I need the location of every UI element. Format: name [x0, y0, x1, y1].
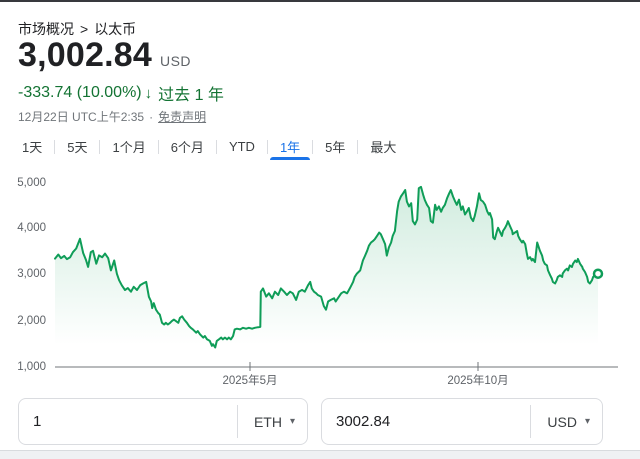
y-tick-3000: 3,000 — [17, 268, 46, 280]
y-tick-5000: 5,000 — [17, 177, 46, 189]
converter-to-box: USD ▾ — [321, 398, 603, 445]
from-unit-dropdown[interactable]: ETH ▾ — [238, 399, 307, 444]
tab-divider — [266, 139, 268, 154]
from-unit-label: ETH — [253, 413, 282, 430]
breadcrumb-market-overview[interactable]: 市场概况 — [18, 21, 74, 37]
breadcrumb: 市场概况 > 以太币 — [18, 19, 136, 39]
latest-price-dot — [592, 268, 604, 279]
dropdown-arrow-icon: ▾ — [584, 416, 590, 427]
tab-6个月[interactable]: 6个月 — [159, 133, 216, 160]
tab-divider — [54, 139, 56, 154]
tab-1年[interactable]: 1年 — [268, 133, 312, 160]
converter-to-divider — [530, 405, 532, 438]
x-tick-label-oct: 2025年10月 — [447, 373, 508, 387]
tab-YTD[interactable]: YTD — [217, 133, 267, 160]
to-unit-dropdown[interactable]: USD ▾ — [531, 399, 602, 444]
converter-from-divider — [236, 405, 238, 438]
price-area-fill — [55, 186, 598, 367]
price-line-series — [54, 185, 604, 367]
tab-divider — [157, 139, 159, 154]
tab-divider — [312, 139, 314, 154]
dropdown-arrow-icon: ▾ — [289, 416, 295, 427]
x-tick-label-may: 2025年5月 — [223, 373, 278, 387]
arrow-down-icon: ↓ — [144, 84, 153, 102]
price-chart[interactable]: 5,000 4,000 3,000 2,000 1,000 2025年5月 20… — [0, 163, 640, 395]
to-unit-label: USD — [547, 413, 577, 430]
top-edge-line — [0, 0, 640, 2]
meta-separator-dot: · — [149, 109, 154, 124]
price-line — [54, 185, 599, 349]
time-range-tabs: 1天 5天 1个月 6个月 YTD 1年 5年 最大 — [10, 133, 408, 160]
from-amount-input[interactable] — [19, 413, 237, 430]
tab-1个月[interactable]: 1个月 — [100, 133, 157, 160]
tab-divider — [99, 139, 101, 154]
to-amount-input[interactable] — [322, 413, 531, 430]
quote-timestamp: 12月22日 UTC上午2:35 — [18, 110, 145, 124]
bottom-strip — [0, 450, 640, 459]
y-tick-2000: 2,000 — [17, 315, 46, 327]
change-value: -333.74 (10.00%) — [18, 84, 142, 101]
tab-最大[interactable]: 最大 — [358, 133, 408, 160]
y-tick-1000: 1,000 — [17, 361, 46, 373]
price-row: 3,002.84 USD — [18, 36, 191, 75]
price-value: 3,002.84 — [18, 36, 152, 74]
breadcrumb-separator: > — [80, 21, 89, 37]
tab-1天[interactable]: 1天 — [10, 133, 54, 160]
change-period-label: 过去 1 年 — [158, 87, 224, 104]
change-row: -333.74 (10.00%) ↓ 过去 1 年 — [18, 81, 224, 105]
currency-converter: ETH ▾ USD ▾ — [18, 398, 603, 445]
breadcrumb-asset: 以太币 — [94, 21, 137, 37]
tab-divider — [215, 139, 217, 154]
tab-5天[interactable]: 5天 — [55, 133, 99, 160]
tab-5年[interactable]: 5年 — [313, 133, 357, 160]
price-currency-label: USD — [159, 53, 192, 69]
disclaimer-link[interactable]: 免责声明 — [158, 110, 207, 124]
y-tick-4000: 4,000 — [17, 222, 46, 234]
quote-meta-row: 12月22日 UTC上午2:35 · 免责声明 — [18, 108, 206, 125]
tab-divider — [357, 139, 359, 154]
converter-from-box: ETH ▾ — [18, 398, 308, 445]
